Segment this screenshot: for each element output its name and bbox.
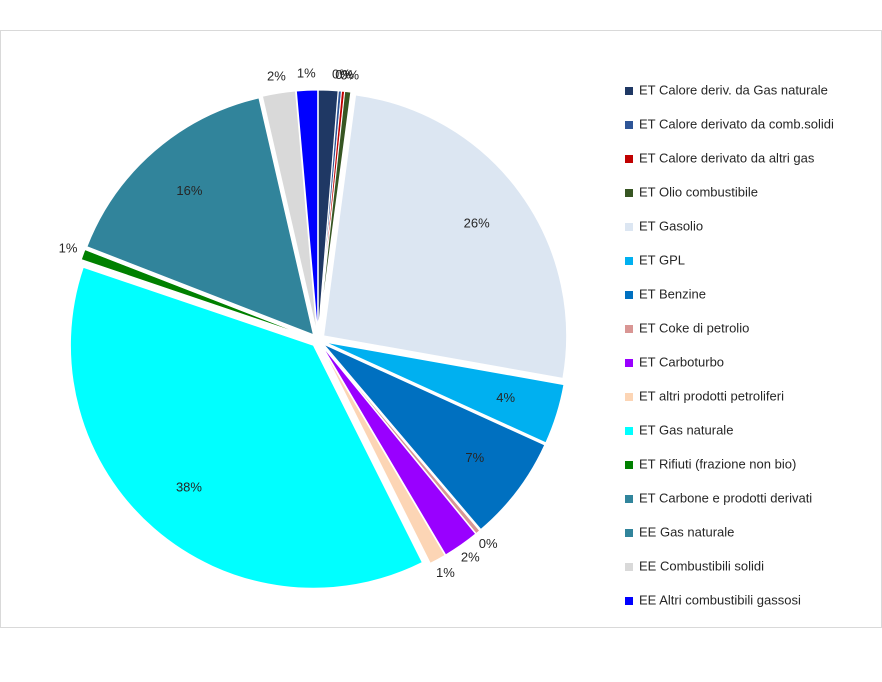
data-label: 0% bbox=[479, 536, 498, 551]
data-label: 26% bbox=[464, 215, 490, 230]
legend-label: ET Coke di petrolio bbox=[639, 320, 749, 335]
legend-swatch bbox=[625, 563, 633, 571]
legend-label: ET Gasolio bbox=[639, 218, 703, 233]
data-label: 16% bbox=[176, 183, 202, 198]
pie-slice bbox=[261, 90, 318, 334]
pie-slice bbox=[324, 341, 565, 444]
legend-label: ET altri prodotti petroliferi bbox=[639, 388, 784, 403]
pie-slice bbox=[69, 266, 424, 589]
pie-slice bbox=[321, 345, 477, 556]
legend-swatch bbox=[625, 189, 633, 197]
legend-swatch bbox=[625, 291, 633, 299]
data-label: 7% bbox=[465, 450, 484, 465]
legend-swatch bbox=[625, 121, 633, 129]
data-label: 4% bbox=[496, 390, 515, 405]
data-label: 1% bbox=[436, 565, 455, 580]
legend-swatch bbox=[625, 495, 633, 503]
pie-slice bbox=[322, 345, 481, 535]
legend-label: EE Gas naturale bbox=[639, 524, 734, 539]
legend-swatch bbox=[625, 597, 633, 605]
legend-swatch bbox=[625, 257, 633, 265]
legend-label: ET Calore derivato da altri gas bbox=[639, 150, 815, 165]
pie-slice bbox=[295, 89, 319, 334]
legend-swatch bbox=[625, 87, 633, 95]
legend-label: ET Carboturbo bbox=[639, 354, 724, 369]
legend-swatch bbox=[625, 393, 633, 401]
data-label: 2% bbox=[267, 69, 286, 84]
legend-swatch bbox=[625, 461, 633, 469]
data-label: 2% bbox=[461, 550, 480, 565]
data-label: 1% bbox=[59, 241, 78, 256]
legend-label: ET GPL bbox=[639, 252, 685, 267]
legend-swatch bbox=[625, 325, 633, 333]
pie-slice bbox=[323, 94, 568, 379]
pie-slice bbox=[320, 345, 446, 565]
legend-swatch bbox=[625, 529, 633, 537]
legend-label: EE Combustibili solidi bbox=[639, 558, 764, 573]
legend-label: ET Benzine bbox=[639, 286, 706, 301]
legend-label: EE Altri combustibili gassosi bbox=[639, 592, 801, 607]
legend-swatch bbox=[625, 359, 633, 367]
legend-swatch bbox=[625, 427, 633, 435]
pie-slice bbox=[323, 343, 546, 531]
legend-label: ET Calore deriv. da Gas naturale bbox=[639, 82, 828, 97]
legend-label: ET Rifiuti (frazione non bio) bbox=[639, 456, 796, 471]
data-label: 1% bbox=[297, 66, 316, 81]
legend-label: ET Calore derivato da comb.solidi bbox=[639, 116, 834, 131]
pie-slice bbox=[318, 90, 352, 334]
legend-label: ET Gas naturale bbox=[639, 422, 733, 437]
legend-label: ET Olio combustibile bbox=[639, 184, 758, 199]
data-label: 0% bbox=[335, 67, 354, 82]
legend-swatch bbox=[625, 155, 633, 163]
legend-label: ET Carbone e prodotti derivati bbox=[639, 490, 812, 505]
legend-swatch bbox=[625, 223, 633, 231]
data-label: 38% bbox=[176, 480, 202, 495]
data-label: 0% bbox=[332, 66, 351, 81]
data-label: 0% bbox=[340, 67, 359, 82]
pie-slice bbox=[86, 97, 315, 336]
